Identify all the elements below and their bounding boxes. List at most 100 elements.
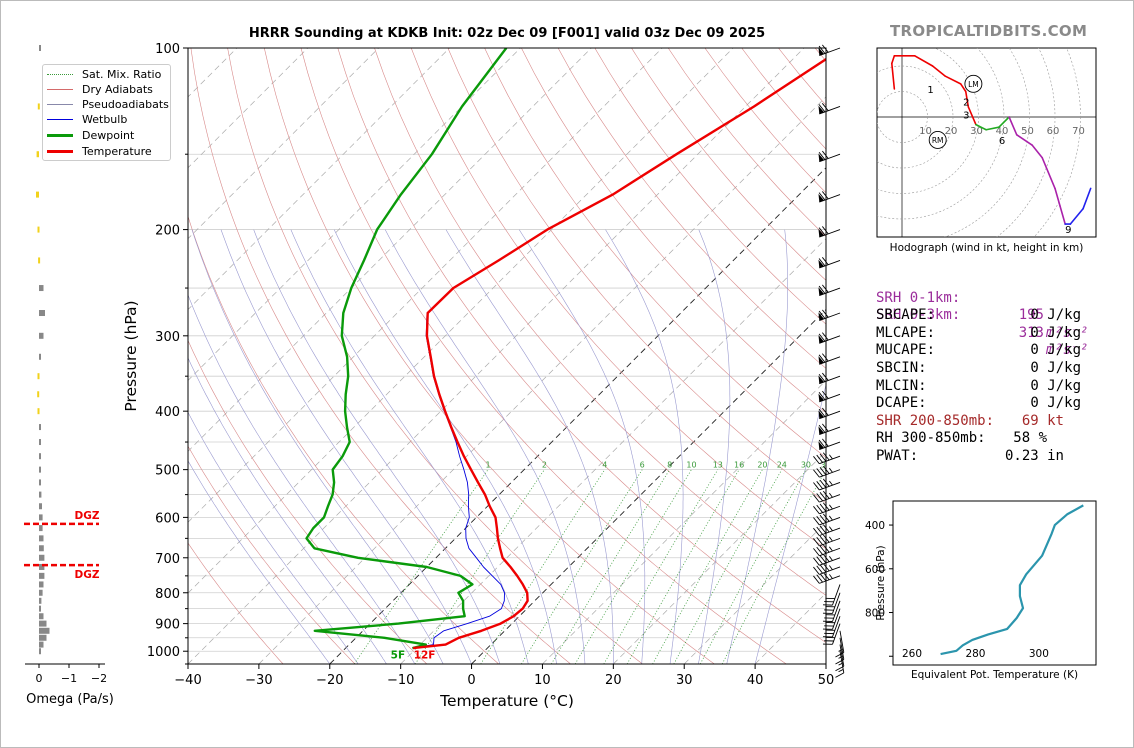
stat-shear-200-850: SHR 200-850mb: 69 kt xyxy=(876,413,1081,431)
dry-adiabat-line xyxy=(300,48,787,664)
wind-barb-staff xyxy=(819,393,841,403)
wind-barb-flag xyxy=(822,372,829,381)
wind-barb-rot xyxy=(818,372,841,385)
wind-barb-flag xyxy=(822,407,829,416)
omega-bar xyxy=(39,439,41,446)
wind-barb-flag xyxy=(816,526,823,535)
wind-barb-pennant xyxy=(818,375,825,384)
omega-bar xyxy=(39,589,43,596)
stat-label: PWAT: xyxy=(876,447,919,464)
omega-bar xyxy=(39,525,43,532)
pseudoadiabat-line xyxy=(220,229,472,664)
omega-bar xyxy=(39,563,45,570)
omega-x-tick-label: −2 xyxy=(91,672,107,685)
storm-motion-label: LM xyxy=(968,80,979,89)
wind-barb xyxy=(818,226,841,238)
omega-bar xyxy=(37,408,40,415)
isotherm-line xyxy=(471,308,826,664)
wind-barb-staff xyxy=(839,630,845,653)
wind-barb-pennant xyxy=(818,356,825,365)
wind-barb xyxy=(818,353,841,365)
pseudoadiabat-line xyxy=(605,229,684,664)
wind-barb xyxy=(822,616,841,638)
wind-barb-pennant xyxy=(818,393,825,402)
stat-value: 0 J/kg xyxy=(1030,307,1081,324)
y-tick-label: 300 xyxy=(155,330,180,345)
hodograph-ring-label: 10 xyxy=(919,126,932,137)
wind-barb xyxy=(818,438,841,450)
omega-bar xyxy=(39,613,44,620)
theta-e-profile xyxy=(940,504,1084,656)
isotherm-line xyxy=(542,379,826,664)
mixing-ratio-label: 8 xyxy=(667,461,672,470)
hodograph-ring xyxy=(996,48,1056,237)
mixing-ratio-label: 6 xyxy=(640,461,645,470)
pseudoadiabat-line xyxy=(188,460,331,664)
hodograph-trace xyxy=(944,75,962,85)
omega-x-tick-label: 0 xyxy=(36,672,43,685)
wind-barb-pennant xyxy=(818,228,825,238)
wind-barb-rot xyxy=(818,332,841,344)
pseudoadiabat-line xyxy=(290,229,529,664)
theta-e-y-axis-label: Pressure (hPa) xyxy=(875,545,887,620)
wind-barb-flag xyxy=(818,192,826,201)
stat-label: SRH 0-3km: xyxy=(876,307,961,324)
wind-barb-flag xyxy=(822,226,829,235)
stat-value: 0 J/kg xyxy=(1030,395,1081,412)
wind-barb-flag xyxy=(813,548,820,557)
wind-barb-rot xyxy=(813,534,841,547)
x-tick-label: 30 xyxy=(676,673,693,688)
theta-e-x-tick-label: 300 xyxy=(1029,648,1049,660)
omega-bar xyxy=(39,597,42,604)
wind-barb-flag xyxy=(822,257,829,265)
wind-barb-flag xyxy=(822,465,830,474)
omega-x-axis-label: Omega (Pa/s) xyxy=(26,692,114,707)
stat-srh-0-1km: SRH 0-1km: 195 m²s⁻² xyxy=(876,272,1088,341)
wind-barb-pennant xyxy=(818,312,825,321)
wind-barb xyxy=(813,524,841,537)
stat-value: 69 kt xyxy=(1021,412,1064,429)
wind-barb-half xyxy=(838,669,844,673)
x-tick-label: −20 xyxy=(316,673,343,688)
wind-barb-half xyxy=(829,492,833,498)
mixing-ratio-line xyxy=(414,469,545,664)
wind-barb-half xyxy=(829,574,833,579)
stat-mlcin: MLCIN: 0 J/kg xyxy=(876,378,1081,396)
omega-bar xyxy=(39,285,44,292)
wind-barb xyxy=(818,150,841,163)
stat-value: 0 J/kg xyxy=(1030,342,1081,359)
wind-barb-flag xyxy=(816,481,823,490)
wind-barb-flag xyxy=(818,104,826,113)
wind-barb-flag xyxy=(819,545,827,554)
storm-motion-marker xyxy=(964,74,983,93)
sounding-parameters: SRH 0-1km: 195 m²s⁻² SRH 0-3km: 313 m²s⁻… xyxy=(876,272,1088,466)
wind-barb-rot xyxy=(818,226,841,238)
wind-barb-rot xyxy=(818,284,841,296)
isotherm-line xyxy=(329,167,826,664)
stat-mucape: MUCAPE: 0 J/kg xyxy=(876,342,1081,360)
stat-srh-0-3km: SRH 0-3km: 313 m²s⁻² xyxy=(876,290,1088,358)
wind-barb-rot xyxy=(813,502,841,515)
wind-barb-flag xyxy=(818,310,826,319)
wind-barb-rot xyxy=(818,423,841,436)
wind-barb-half xyxy=(829,546,833,552)
wind-barb xyxy=(818,257,841,269)
wind-barb-pennant xyxy=(818,105,825,114)
pseudoadiabat-line xyxy=(191,229,444,664)
stat-label: MLCAPE: xyxy=(876,324,936,341)
chart-legend: Sat. Mix. Ratio Dry Adiabats Pseudoadiab… xyxy=(42,64,171,161)
wind-barb-rot xyxy=(813,554,841,566)
hodograph-trace xyxy=(1069,208,1084,225)
wind-barb xyxy=(818,372,841,385)
hodograph-ring-label: 20 xyxy=(945,126,958,137)
wind-barb xyxy=(813,554,841,566)
hodograph-height-label: 3 xyxy=(963,110,969,121)
wind-barb-staff xyxy=(819,287,841,296)
pseudoadiabat-line xyxy=(188,293,416,664)
stat-pwat: PWAT: 0.23 in xyxy=(876,448,1081,466)
hodograph-ring-label: 50 xyxy=(1021,126,1034,137)
wind-barb xyxy=(822,608,841,630)
wind-barb-flag xyxy=(818,373,826,382)
legend-item-temperature: Temperature xyxy=(47,144,152,158)
wind-barb-flag xyxy=(825,606,835,608)
